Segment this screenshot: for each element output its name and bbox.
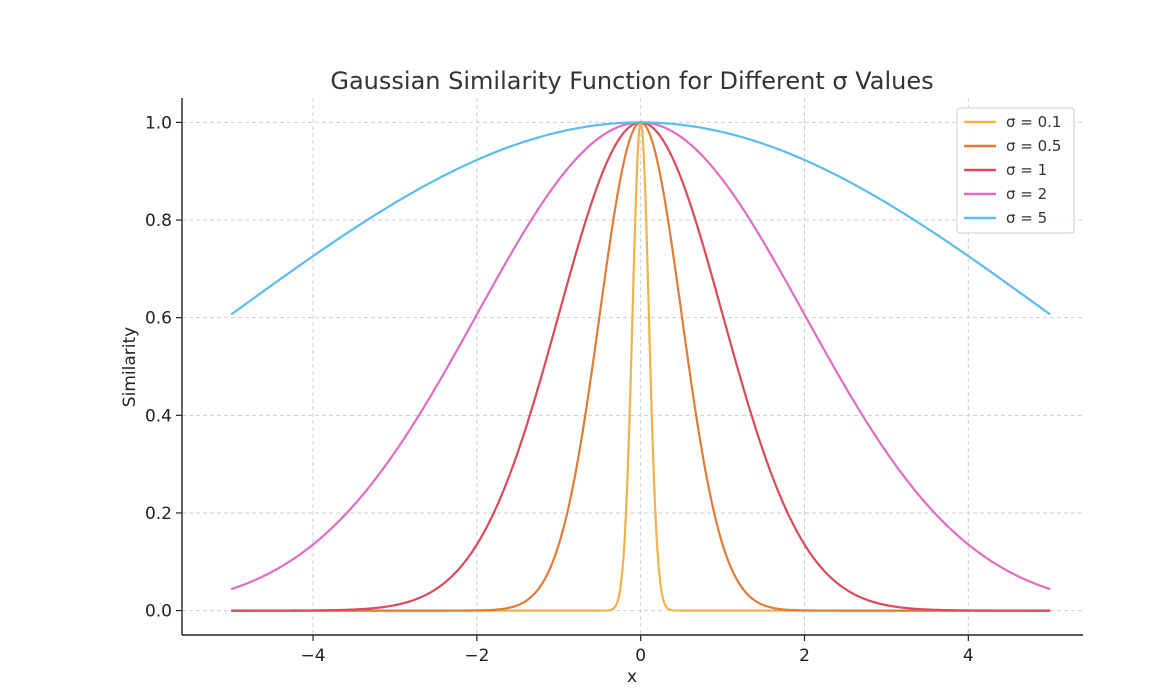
y-tick-label: 1.0 [145,113,172,133]
y-tick-label: 0.2 [145,504,172,524]
legend-label: σ = 1 [1006,161,1047,179]
legend-label: σ = 2 [1006,185,1047,203]
series-line-sigma-5 [230,121,1051,316]
legend-label: σ = 0.5 [1006,137,1061,155]
series-lines [230,121,1051,612]
x-tick-label: 2 [799,646,810,666]
y-tick-label: 0.8 [145,211,172,231]
x-axis-label: x [627,667,637,687]
x-tick-label: 4 [963,646,974,666]
legend-label: σ = 0.1 [1006,113,1061,131]
grid-lines [182,98,1083,635]
y-ticks: 0.0 0.2 0.4 0.6 0.8 1.0 [145,113,182,622]
chart-title: Gaussian Similarity Function for Differe… [330,67,933,95]
legend-box [956,107,1075,234]
x-ticks: −4 −2 0 2 4 [301,635,974,666]
y-tick-label: 0.4 [145,406,172,426]
x-tick-label: −2 [464,646,489,666]
legend-label: σ = 5 [1006,209,1047,227]
x-tick-label: 0 [635,646,646,666]
y-axis-label: Similarity [120,327,140,407]
x-tick-label: −4 [301,646,326,666]
legend: σ = 0.1 σ = 0.5 σ = 1 σ = 2 σ = 5 [956,107,1075,234]
y-tick-label: 0.0 [145,602,172,622]
y-tick-label: 0.6 [145,309,172,329]
